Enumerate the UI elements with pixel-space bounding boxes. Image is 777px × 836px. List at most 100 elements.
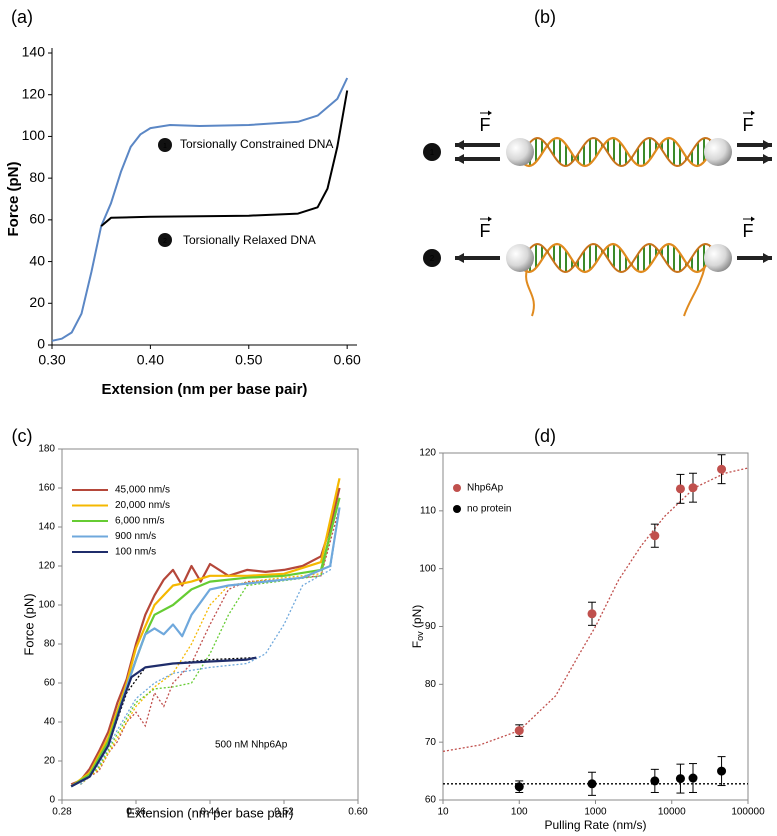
bead: [506, 244, 534, 272]
y-tick-label: 60: [29, 211, 45, 227]
force-label: F: [743, 115, 754, 135]
force-label: F: [480, 115, 491, 135]
strand: [525, 265, 535, 317]
annotation-marker: [158, 138, 172, 152]
y-tick-label: 20: [44, 756, 56, 767]
arrow-head: [763, 154, 772, 164]
data-point: [675, 774, 685, 784]
x-tick-label: 0.40: [137, 352, 164, 368]
x-tick-label: 0.28: [52, 807, 72, 818]
data-line: [70, 487, 341, 786]
y-tick-label: 100: [419, 563, 436, 574]
y-tick-label: 80: [425, 679, 437, 690]
legend-label: 45,000 nm/s: [115, 485, 170, 496]
panel-label: (a): [11, 7, 33, 27]
x-tick-label: 0.60: [348, 807, 368, 818]
y-tick-label: 0: [49, 795, 55, 806]
reference-line: [80, 507, 341, 785]
data-point: [688, 773, 698, 783]
y-tick-label: 70: [425, 737, 437, 748]
bead: [704, 138, 732, 166]
data-line: [51, 77, 349, 342]
y-tick-label: 80: [29, 169, 45, 185]
x-tick-label: 1000: [584, 807, 607, 818]
x-tick-label: 0.36: [126, 807, 146, 818]
y-axis-label: Force (pN): [5, 161, 22, 236]
y-tick-label: 60: [425, 795, 437, 806]
y-tick-label: 180: [38, 444, 55, 455]
y-tick-label: 80: [44, 639, 56, 650]
y-tick-label: 60: [44, 678, 56, 689]
x-tick-label: 10: [437, 807, 449, 818]
arrow-head: [455, 140, 464, 150]
legend-label: 100 nm/s: [115, 547, 156, 558]
y-axis-label-part: F: [410, 641, 424, 648]
legend-swatch: [453, 505, 461, 513]
annotation: 500 nM Nhp6Ap: [215, 740, 288, 751]
y-tick-label: 140: [22, 44, 46, 60]
strand: [514, 242, 722, 274]
legend-swatch: [453, 484, 461, 492]
bead: [704, 244, 732, 272]
data-line: [70, 478, 341, 788]
row-marker-label: 2: [430, 254, 435, 263]
y-tick-label: 100: [38, 600, 55, 611]
y-tick-label: 110: [420, 505, 436, 516]
y-axis-label: Force (pN): [21, 593, 36, 655]
y-axis-label-part: ov: [415, 631, 425, 641]
reference-line: [70, 656, 257, 787]
x-tick-label: 0.60: [334, 352, 361, 368]
y-tick-label: 120: [38, 561, 55, 572]
data-point: [688, 483, 698, 493]
y-tick-label: 140: [38, 522, 55, 533]
x-tick-label: 0.50: [235, 352, 262, 368]
data-point: [514, 782, 524, 792]
legend-label: 6,000 nm/s: [115, 516, 164, 527]
annotation-marker: [158, 233, 172, 247]
strand: [514, 136, 722, 168]
fit-line: [442, 467, 749, 753]
data-point: [587, 609, 597, 619]
vector-head: [751, 110, 755, 116]
data-point: [717, 464, 727, 474]
annotation: Torsionally Relaxed DNA: [183, 233, 316, 247]
data-point: [675, 484, 685, 494]
x-tick-label: 100000: [731, 807, 765, 818]
strand: [683, 265, 706, 317]
data-line: [70, 497, 341, 788]
legend-label: 20,000 nm/s: [115, 500, 170, 511]
data-line: [70, 656, 257, 788]
y-tick-label: 40: [44, 717, 56, 728]
arrow-head: [763, 253, 772, 263]
arrow-head: [455, 154, 464, 164]
x-tick-label: 0.30: [38, 352, 65, 368]
strand: [514, 242, 722, 274]
y-tick-label: 120: [22, 85, 46, 101]
arrow-head: [763, 140, 772, 150]
data-point: [717, 766, 727, 776]
x-tick-label: 0.44: [200, 807, 220, 818]
data-point: [587, 779, 597, 789]
panel-label: (b): [534, 7, 556, 27]
vector-head: [488, 216, 492, 222]
x-axis-label: Pulling Rate (nm/s): [544, 818, 646, 832]
panel-label: (c): [12, 426, 33, 446]
vector-head: [751, 216, 755, 222]
vector-head: [488, 110, 492, 116]
y-tick-label: 20: [29, 294, 45, 310]
x-tick-label: 100: [511, 807, 528, 818]
annotation-marker-label: 1: [163, 143, 167, 150]
y-tick-label: 90: [425, 621, 437, 632]
x-axis-label: Extension (nm per base pair): [127, 805, 294, 820]
y-tick-label: 100: [22, 127, 46, 143]
y-tick-label: 160: [38, 483, 55, 494]
row-marker: [423, 143, 441, 161]
reference-line: [80, 497, 341, 785]
row-marker-label: 1: [430, 148, 435, 157]
force-label: F: [743, 221, 754, 241]
data-point: [514, 726, 524, 736]
row-marker: [423, 249, 441, 267]
y-tick-label: 120: [419, 448, 436, 459]
